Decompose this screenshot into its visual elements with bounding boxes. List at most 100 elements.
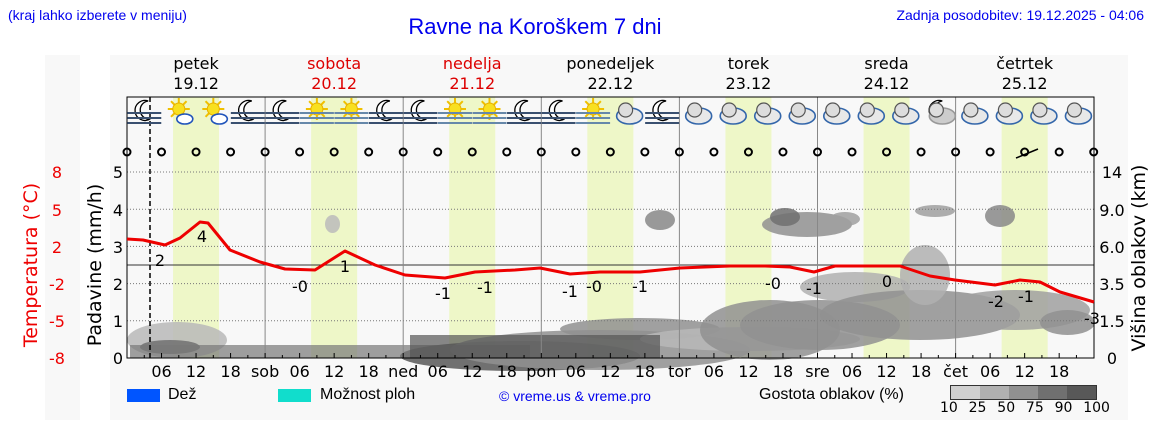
wind-calm-icon (1020, 147, 1030, 157)
x-tick-label: 06 (980, 362, 1000, 381)
wind-calm-icon (467, 147, 477, 157)
temp-tick: 8 (52, 163, 62, 182)
day-date: 24.12 (864, 74, 910, 93)
density-tick: 50 (997, 400, 1016, 416)
rain-swatch (127, 389, 160, 402)
cloudy-icon (961, 102, 989, 125)
cloudy-icon (1030, 102, 1058, 125)
wind-calm-icon (847, 147, 857, 157)
storm-legend-label: Možnost ploh (320, 386, 416, 403)
location-hint[interactable]: (kraj lahko izberete v meniju) (8, 7, 187, 23)
day-name: torek (728, 54, 770, 73)
wind-calm-icon (433, 147, 443, 157)
wind-calm-icon (502, 147, 512, 157)
day-date: 23.12 (726, 74, 772, 93)
cloud-height-tick: 14 (1102, 163, 1122, 182)
wind-calm-icon (605, 147, 615, 157)
density-tick: 75 (1025, 400, 1044, 416)
wind-calm-icon (882, 147, 892, 157)
x-tick-label: 06 (842, 362, 862, 381)
temp-value-label: -0 (586, 277, 602, 296)
cloud-density-layer (127, 205, 1095, 371)
sun-cloud-icon (167, 98, 194, 125)
sun-cloud-icon (202, 98, 229, 125)
cloudy-icon (753, 102, 782, 125)
wind-calm-icon (260, 147, 270, 157)
cloud-height-tick: 3.5 (1099, 275, 1124, 294)
day-name: petek (173, 54, 219, 73)
x-tick-label: 06 (704, 362, 724, 381)
temp-axis-panel (45, 55, 80, 420)
temp-value-label: -1 (435, 284, 451, 303)
daylight-band (449, 97, 496, 358)
temp-tick: -5 (49, 312, 65, 331)
cloudy-icon (892, 102, 920, 125)
moon-fog-icon (368, 99, 403, 124)
wind-calm-icon (157, 147, 167, 157)
temp-value-label: -1 (806, 279, 822, 298)
day-name: sreda (864, 54, 908, 73)
x-tick-label: 12 (600, 362, 620, 381)
precip-tick: 0 (113, 349, 123, 368)
precip-tick: 1 (113, 312, 123, 331)
x-tick-label: 12 (324, 362, 344, 381)
x-tick-label: pon (526, 362, 556, 381)
wind-calm-icon (226, 147, 236, 157)
temp-tick: 2 (52, 238, 62, 257)
moon-fog-icon (127, 99, 162, 124)
day-date: 20.12 (311, 74, 357, 93)
daylight-band (587, 97, 634, 358)
density-tick: 10 (940, 400, 958, 416)
x-tick-label: 18 (358, 362, 378, 381)
cloudy-icon (788, 102, 817, 125)
moon-fog-icon (507, 99, 542, 124)
sun-fog-icon (576, 98, 611, 124)
x-tick-label: 12 (1014, 362, 1034, 381)
cloud-height-tick: 6.0 (1099, 238, 1124, 257)
cloudy-icon (995, 102, 1024, 125)
x-tick-label: 18 (1049, 362, 1069, 381)
temp-value-label: -1 (1018, 287, 1034, 306)
temp-value-label: -3 (1084, 309, 1100, 328)
day-date: 19.12 (173, 74, 219, 93)
x-tick-label: 12 (738, 362, 758, 381)
wind-calm-icon (191, 147, 201, 157)
wind-calm-icon (1089, 147, 1099, 157)
day-name: ponedeljek (566, 54, 655, 73)
moon-fog-icon (230, 99, 265, 124)
day-date: 22.12 (587, 74, 633, 93)
x-tick-label: sob (251, 362, 279, 381)
sun-fog-icon (334, 98, 369, 124)
x-tick-label: 18 (911, 362, 931, 381)
x-tick-label: 06 (566, 362, 586, 381)
sun-fog-icon (472, 98, 507, 124)
sun-fog-icon (437, 98, 472, 124)
cloudy-icon (822, 102, 851, 125)
temperature-line (126, 220, 1095, 304)
x-tick-label: 18 (773, 362, 793, 381)
copyright-link[interactable]: © vreme.us & vreme.pro (499, 388, 651, 404)
density-swatch (1067, 386, 1096, 399)
cloud-density-ticks: 10 25 50 75 90 100 (940, 400, 1110, 416)
wind-calm-icon (916, 147, 926, 157)
cloudy-icon (684, 102, 713, 125)
wind-calm-icon (778, 147, 788, 157)
day-name: sobota (307, 54, 361, 73)
temp-value-label: 1 (340, 257, 350, 276)
wind-calm-icon (122, 147, 132, 157)
moon-fog-icon (403, 99, 438, 124)
x-tick-label: ned (388, 362, 418, 381)
moon-fog-icon (645, 99, 680, 124)
wind-calm-icon (951, 147, 961, 157)
temp-value-label: 2 (155, 251, 165, 270)
density-swatch (980, 386, 1009, 399)
temp-value-label: -0 (765, 274, 781, 293)
temp-value-label: -1 (562, 282, 578, 301)
x-tick-label: 12 (186, 362, 206, 381)
x-tick-label: 06 (151, 362, 171, 381)
wind-calm-icon (329, 147, 339, 157)
x-tick-label: tor (668, 362, 691, 381)
page-title: Ravne na Koroškem 7 dni (408, 14, 662, 39)
temp-axis-label: Temperatura (°C) (20, 183, 42, 348)
